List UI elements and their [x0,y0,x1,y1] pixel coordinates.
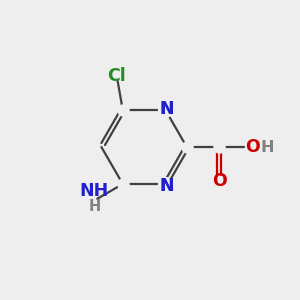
Text: H: H [260,140,274,154]
Text: NH: NH [80,182,109,200]
Text: N: N [160,176,174,194]
Text: O: O [245,138,260,156]
Text: Cl: Cl [107,67,126,85]
Text: H: H [88,199,100,214]
Text: O: O [212,172,226,190]
Text: N: N [160,176,174,194]
Text: N: N [160,100,174,118]
Text: N: N [160,100,174,118]
